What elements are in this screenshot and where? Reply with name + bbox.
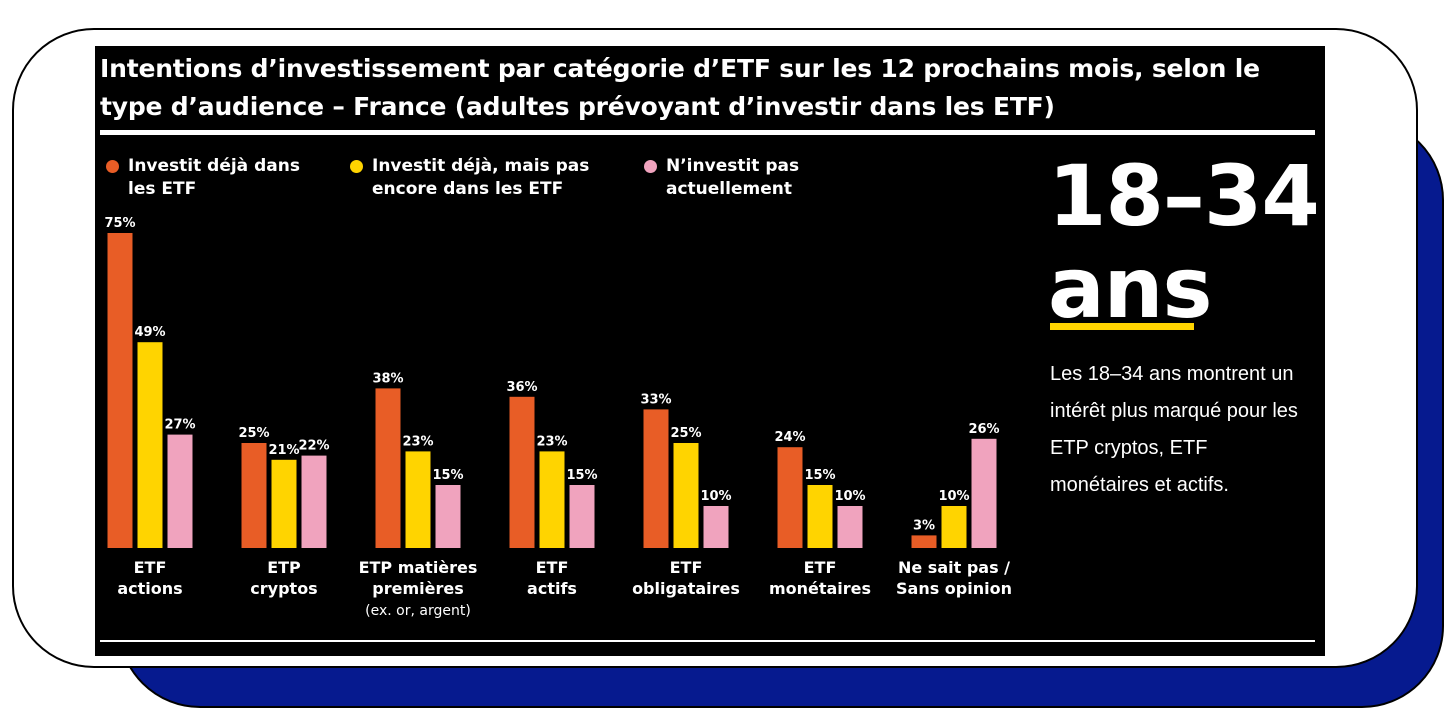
data-label: 21%	[268, 443, 299, 458]
bar-etf-actions-s2	[167, 434, 193, 548]
category-label: ETF	[670, 558, 703, 577]
category-label: ETF	[804, 558, 837, 577]
category-label: monétaires	[769, 579, 871, 598]
data-label: 15%	[432, 468, 463, 483]
chart-title: Intentions d’investissement par catégori…	[100, 54, 1260, 121]
bar-etf-actions-s0	[107, 233, 133, 548]
title-divider	[100, 130, 1315, 135]
bar-etf-obligataires-s0	[643, 409, 669, 548]
accent-underline	[1050, 323, 1194, 330]
bottom-divider	[100, 640, 1315, 642]
category-label: actifs	[527, 579, 577, 598]
bar-etf-monetaires-s2	[837, 506, 863, 548]
category-label: ETF	[134, 558, 167, 577]
legend-label: Investit déjà dans les ETF	[128, 156, 300, 199]
data-label: 10%	[938, 489, 969, 504]
data-label: 22%	[298, 439, 329, 454]
data-label: 10%	[834, 489, 865, 504]
bar-etf-monetaires-s0	[777, 447, 803, 548]
data-label: 3%	[913, 518, 935, 533]
legend-swatch	[350, 160, 363, 173]
category-label: obligataires	[632, 579, 740, 598]
category-label: ETP matières	[359, 558, 478, 577]
data-label: 15%	[804, 468, 835, 483]
bar-etf-monetaires-s1	[807, 485, 833, 548]
data-label: 75%	[104, 216, 135, 231]
data-label: 25%	[670, 426, 701, 441]
legend-label: Investit déjà, mais pas encore dans les …	[372, 156, 590, 199]
bar-etp-cryptos-s1	[271, 459, 297, 548]
category-label: cryptos	[250, 579, 317, 598]
category-label: Sans opinion	[896, 579, 1012, 598]
category-sublabel: (ex. or, argent)	[365, 603, 471, 619]
data-label: 33%	[640, 392, 671, 407]
category-label: actions	[117, 579, 182, 598]
bar-ne-sait-pas-sans-opinion-s2	[971, 438, 997, 548]
insight-note: Les 18–34 ans montrent un intérêt plus m…	[1050, 363, 1298, 496]
bar-etf-actifs-s1	[539, 451, 565, 548]
data-label: 38%	[372, 371, 403, 386]
bar-etf-actions-s1	[137, 342, 163, 548]
legend-label: N’investit pas actuellement	[666, 156, 800, 199]
legend-swatch	[106, 160, 119, 173]
bar-etp-matieres-premieres-s2	[435, 485, 461, 548]
data-label: 24%	[774, 430, 805, 445]
infographic-panel	[95, 46, 1325, 656]
data-label: 27%	[164, 418, 195, 433]
data-label: 23%	[536, 434, 567, 449]
category-label: ETF	[536, 558, 569, 577]
legend-swatch	[644, 160, 657, 173]
bar-ne-sait-pas-sans-opinion-s0	[911, 535, 937, 548]
category-label: Ne sait pas /	[898, 558, 1010, 577]
age-group-heading: 18–34 ans	[1048, 147, 1320, 337]
bar-etp-matieres-premieres-s1	[405, 451, 431, 548]
bar-etf-actifs-s2	[569, 485, 595, 548]
data-label: 25%	[238, 426, 269, 441]
bar-etf-obligataires-s2	[703, 506, 729, 548]
data-label: 23%	[402, 434, 433, 449]
bar-etp-matieres-premieres-s0	[375, 388, 401, 548]
category-label: premières	[372, 579, 463, 598]
bar-etp-cryptos-s0	[241, 443, 267, 548]
bar-etp-cryptos-s2	[301, 455, 327, 548]
bar-ne-sait-pas-sans-opinion-s1	[941, 506, 967, 548]
bar-etf-obligataires-s1	[673, 443, 699, 548]
category-label: ETP	[267, 558, 301, 577]
data-label: 15%	[566, 468, 597, 483]
data-label: 26%	[968, 422, 999, 437]
data-label: 36%	[506, 380, 537, 395]
data-label: 49%	[134, 325, 165, 340]
data-label: 10%	[700, 489, 731, 504]
bar-etf-actifs-s0	[509, 396, 535, 548]
